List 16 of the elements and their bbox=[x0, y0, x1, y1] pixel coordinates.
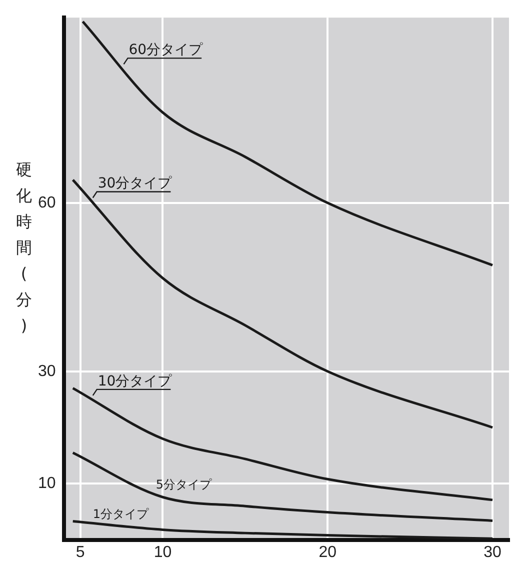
line-series bbox=[82, 20, 494, 266]
y-tick-label: 60 bbox=[38, 194, 56, 212]
series-label: 10分タイプ bbox=[98, 373, 173, 390]
series-label: 1分タイプ bbox=[92, 507, 150, 522]
y-axis-title: 硬化時間(分) bbox=[16, 160, 32, 335]
y-tick-label: 10 bbox=[38, 475, 56, 492]
x-tick-label: 10 bbox=[154, 544, 172, 561]
x-tick-label: 20 bbox=[318, 544, 337, 561]
series-label: 30分タイプ bbox=[98, 176, 173, 192]
y-tick-label: 30 bbox=[38, 362, 56, 380]
series-label: 5分タイプ bbox=[156, 478, 212, 492]
series-label: 60分タイプ bbox=[128, 42, 204, 58]
x-tick-label: 5 bbox=[76, 544, 85, 561]
x-tick-label: 30 bbox=[484, 544, 502, 561]
line-series bbox=[72, 452, 494, 522]
line-series bbox=[72, 386, 494, 502]
